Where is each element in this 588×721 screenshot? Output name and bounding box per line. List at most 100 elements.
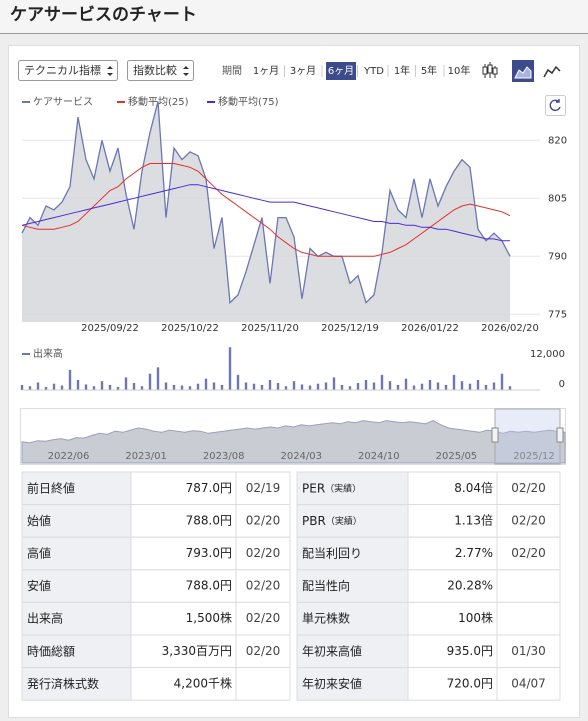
row-value: 793.0円 [186, 546, 232, 560]
volume-bar [124, 377, 128, 390]
row-date: 02/20 [246, 546, 281, 560]
candle-icon[interactable] [482, 62, 498, 78]
period-button[interactable]: 5年 [421, 64, 437, 77]
date-cell [235, 471, 291, 506]
x-tick-label: 2025/11/20 [241, 323, 299, 334]
line-icon[interactable] [543, 65, 561, 78]
period-button[interactable]: YTD [363, 66, 384, 77]
header-bg [0, 0, 588, 33]
label-cell [21, 536, 132, 571]
volume-bar [324, 382, 328, 390]
volume-bar [148, 373, 152, 390]
volume-bar [164, 382, 168, 390]
volume-bar [340, 384, 344, 390]
row-date: 02/20 [246, 644, 281, 658]
volume-bar [412, 385, 416, 390]
date-cell [235, 667, 291, 701]
volume-bar [300, 384, 304, 390]
y-tick-label: 790 [548, 251, 567, 262]
row-date: 02/20 [511, 481, 546, 495]
volume-bar [468, 383, 472, 390]
volume-bar [508, 386, 512, 390]
period-button[interactable]: 3ヶ月 [290, 65, 316, 77]
price-area [22, 101, 510, 322]
volume-bar [284, 386, 288, 390]
volume-bar [492, 382, 496, 390]
label-text: 配当利回り [302, 546, 362, 560]
volume-bar [484, 384, 488, 390]
label-text: PER [302, 481, 325, 495]
volume-bar [28, 386, 32, 390]
navigator-handle[interactable] [491, 427, 499, 443]
label-text: 出来高 [27, 610, 63, 625]
volume-bar [268, 379, 272, 390]
x-tick-label: 2025/12/19 [321, 323, 379, 334]
volume-bar [108, 384, 112, 390]
volume-bar [228, 347, 232, 390]
row-value: 2.77% [455, 546, 493, 560]
row-date: 02/20 [246, 611, 281, 625]
row-date: 02/20 [511, 513, 546, 527]
y-tick-label: 775 [548, 309, 567, 320]
row-label: 高値 [27, 545, 51, 560]
series-line [21, 101, 511, 305]
volume-bar [196, 383, 200, 390]
volume-bar [220, 384, 224, 390]
select-arrow [183, 66, 189, 76]
volume-bar [188, 386, 192, 390]
period-button[interactable]: 1ヶ月 [253, 65, 279, 77]
x-tick-label: 2026/01/22 [401, 323, 459, 334]
row-label: PBR（実績） [302, 513, 362, 527]
period-button[interactable]: 6ヶ月 [328, 65, 354, 77]
indicator-select[interactable] [18, 60, 118, 81]
volume-bar [444, 384, 448, 390]
label-text: 前日終値 [27, 480, 75, 495]
navigator-handle[interactable] [556, 427, 564, 443]
period-button[interactable]: 10年 [448, 64, 471, 77]
volume-bar [212, 382, 216, 390]
volume-bar [204, 378, 208, 390]
y-tick-label: 805 [548, 193, 567, 204]
row-value: 788.0円 [186, 513, 232, 527]
volume-bar [36, 382, 40, 390]
volume-bar [380, 374, 384, 390]
volume-bar [428, 379, 432, 390]
label-text: 発行済株式数 [27, 675, 99, 690]
refresh-button[interactable] [545, 95, 566, 116]
refresh-icon [549, 99, 561, 112]
row-value: 935.0円 [447, 644, 493, 658]
label-text: 高値 [27, 545, 51, 560]
row-label: 単元株数 [302, 610, 350, 625]
date-cell [235, 504, 291, 538]
volume-bar [116, 386, 120, 390]
legend-label: 移動平均(75) [218, 95, 279, 108]
compare-select[interactable] [127, 60, 194, 81]
navigator-label: 2024/10 [358, 451, 400, 462]
volume-bar [140, 386, 144, 390]
volume-bar [20, 384, 24, 390]
label-text: 始値 [27, 512, 51, 527]
row-label: 時価総額 [27, 644, 75, 658]
row-label: 年初来高値 [302, 643, 362, 658]
period-button[interactable]: 1年 [394, 64, 410, 77]
row-label: 発行済株式数 [27, 675, 99, 690]
date-cell [496, 471, 561, 506]
volume-bar [476, 379, 480, 390]
value-cell [407, 634, 498, 669]
label-text: 安値 [27, 578, 51, 593]
date-cell [496, 569, 561, 603]
compare-text: 指数比較 [133, 63, 177, 77]
row-date: 02/20 [246, 579, 281, 593]
navigator-window[interactable] [494, 408, 561, 465]
label-cell [21, 667, 132, 701]
volume-bar [460, 381, 464, 390]
row-date: 02/20 [246, 513, 281, 527]
series-line [21, 163, 511, 257]
volume-bar [100, 381, 104, 390]
row-value: 4,200千株 [174, 675, 232, 690]
date-cell [496, 667, 561, 701]
period-label: 期間 [222, 65, 242, 77]
navigator-label: 2025/05 [436, 451, 478, 462]
x-tick-label: 2025/09/22 [81, 323, 139, 334]
